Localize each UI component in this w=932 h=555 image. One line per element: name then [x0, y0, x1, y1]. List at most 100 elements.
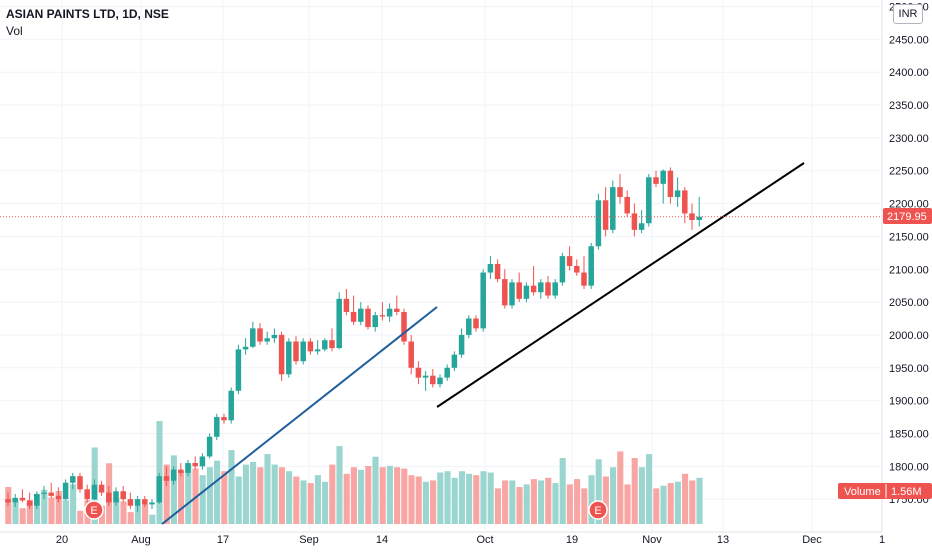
- candle[interactable]: [430, 369, 436, 388]
- candle[interactable]: [646, 174, 652, 227]
- candle[interactable]: [638, 210, 645, 234]
- candle[interactable]: [451, 351, 458, 372]
- candle[interactable]: [26, 492, 33, 510]
- candle[interactable]: [264, 331, 270, 345]
- candle[interactable]: [653, 170, 659, 188]
- candle[interactable]: [170, 466, 177, 485]
- candle[interactable]: [329, 328, 335, 352]
- candle[interactable]: [343, 288, 350, 316]
- candle[interactable]: [84, 484, 90, 503]
- candle[interactable]: [401, 308, 407, 345]
- candle[interactable]: [386, 303, 393, 322]
- trendline-black[interactable]: [436, 162, 805, 408]
- candle[interactable]: [696, 196, 702, 227]
- candle[interactable]: [444, 364, 450, 381]
- candle[interactable]: [235, 344, 242, 395]
- price-axis[interactable]: 2500.002450.002400.002350.002300.002250.…: [881, 0, 929, 532]
- candle[interactable]: [350, 295, 357, 326]
- candle[interactable]: [494, 259, 501, 283]
- candle[interactable]: [365, 305, 371, 330]
- candle[interactable]: [552, 279, 558, 299]
- candle[interactable]: [458, 328, 465, 358]
- candle[interactable]: [437, 374, 443, 388]
- candle[interactable]: [480, 269, 486, 332]
- candle[interactable]: [610, 180, 616, 234]
- candle[interactable]: [77, 472, 83, 493]
- candle[interactable]: [113, 487, 119, 506]
- candle[interactable]: [559, 252, 566, 286]
- candle[interactable]: [242, 338, 249, 355]
- candle[interactable]: [509, 279, 515, 309]
- candle[interactable]: [314, 340, 321, 355]
- candle[interactable]: [372, 311, 378, 332]
- candle[interactable]: [595, 193, 602, 250]
- candle[interactable]: [516, 272, 522, 303]
- candle[interactable]: [545, 275, 551, 299]
- earnings-marker[interactable]: E: [588, 500, 608, 520]
- candle[interactable]: [98, 480, 105, 496]
- trendlines[interactable]: [161, 162, 805, 525]
- candle[interactable]: [415, 361, 422, 385]
- candle[interactable]: [34, 491, 40, 510]
- candle[interactable]: [523, 282, 530, 303]
- candle[interactable]: [617, 174, 623, 204]
- candle[interactable]: [286, 338, 292, 378]
- candle[interactable]: [221, 413, 227, 424]
- candle[interactable]: [307, 338, 314, 355]
- candle[interactable]: [12, 493, 18, 508]
- candle[interactable]: [408, 334, 414, 375]
- candle[interactable]: [624, 190, 630, 217]
- candle[interactable]: [163, 466, 170, 487]
- candle[interactable]: [5, 492, 11, 506]
- trendline-blue[interactable]: [161, 306, 438, 525]
- candle[interactable]: [178, 463, 184, 477]
- candle[interactable]: [300, 338, 306, 365]
- candle[interactable]: [602, 187, 609, 237]
- candle[interactable]: [19, 489, 26, 503]
- time-axis[interactable]: 20 Aug 17 Sep 14 Oct 19 Nov 13 Dec 1: [0, 531, 885, 546]
- candle[interactable]: [473, 315, 479, 332]
- candle[interactable]: [206, 433, 213, 459]
- candle[interactable]: [538, 279, 544, 299]
- candle[interactable]: [689, 203, 695, 230]
- candle[interactable]: [228, 387, 234, 424]
- candle[interactable]: [41, 486, 47, 500]
- currency-button[interactable]: INR: [893, 4, 923, 24]
- candle[interactable]: [257, 323, 263, 345]
- candle[interactable]: [674, 177, 681, 207]
- candle[interactable]: [70, 472, 76, 490]
- candle[interactable]: [358, 302, 364, 326]
- candle[interactable]: [278, 331, 285, 381]
- candle[interactable]: [336, 292, 342, 350]
- candle[interactable]: [667, 167, 674, 204]
- candle[interactable]: [530, 265, 537, 296]
- candle[interactable]: [487, 256, 494, 280]
- candle[interactable]: [631, 203, 638, 237]
- candle[interactable]: [682, 187, 688, 224]
- candle[interactable]: [48, 482, 54, 498]
- candle[interactable]: [394, 295, 400, 316]
- candle[interactable]: [566, 246, 573, 271]
- candle[interactable]: [574, 259, 580, 276]
- candle[interactable]: [134, 495, 141, 513]
- candle[interactable]: [127, 492, 134, 510]
- candle[interactable]: [581, 256, 587, 289]
- candle[interactable]: [322, 338, 328, 352]
- candle[interactable]: [106, 486, 112, 506]
- candle[interactable]: [62, 479, 69, 501]
- candle[interactable]: [271, 328, 278, 343]
- candle[interactable]: [55, 487, 62, 503]
- candle[interactable]: [199, 453, 206, 470]
- candle[interactable]: [660, 169, 666, 204]
- earnings-marker[interactable]: E: [84, 500, 104, 520]
- candle[interactable]: [120, 486, 126, 503]
- candle[interactable]: [379, 302, 386, 321]
- candle[interactable]: [422, 371, 429, 391]
- candle[interactable]: [293, 336, 299, 365]
- candle[interactable]: [156, 472, 162, 504]
- candle[interactable]: [149, 499, 155, 510]
- candle[interactable]: [588, 242, 594, 289]
